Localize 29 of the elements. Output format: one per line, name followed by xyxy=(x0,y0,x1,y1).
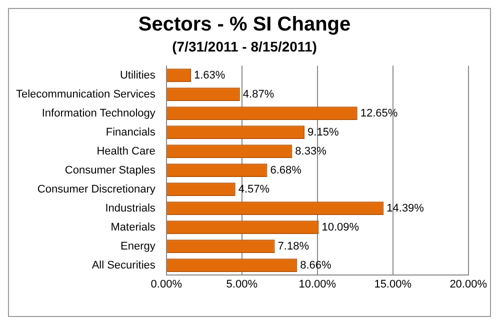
y-tick-label: Consumer Staples xyxy=(64,164,156,176)
x-tick-label: 0.00% xyxy=(150,278,182,290)
data-label: 4.87% xyxy=(242,88,274,100)
data-label: 6.68% xyxy=(270,164,302,176)
y-tick-label: Utilities xyxy=(120,69,156,82)
y-tick-label: Energy xyxy=(120,240,156,252)
chart-subtitle: (7/31/2011 - 8/15/2011) xyxy=(172,38,317,54)
y-tick-label: Information Technology xyxy=(42,107,156,120)
y-tick-label: Financials xyxy=(106,126,156,138)
x-tick-label: 15.00% xyxy=(374,278,412,290)
data-label: 4.57% xyxy=(238,183,270,196)
data-label: 10.09% xyxy=(322,221,360,234)
x-tick-label: 10.00% xyxy=(298,278,336,290)
y-tick-label: Materials xyxy=(110,221,156,234)
y-tick-label: Consumer Discretionary xyxy=(37,183,156,196)
data-label: 12.65% xyxy=(360,107,398,120)
data-label: 9.15% xyxy=(308,126,339,138)
y-tick-label: Telecommunication Services xyxy=(16,88,156,100)
data-label: 8.66% xyxy=(300,259,332,272)
y-tick-label: Health Care xyxy=(96,145,156,158)
chart-title: Sectors - % SI Change xyxy=(138,14,351,36)
data-label: 7.18% xyxy=(278,240,310,252)
y-tick-label: All Securities xyxy=(92,259,156,272)
y-tick-label: Industrials xyxy=(105,202,156,214)
x-tick-label: 20.00% xyxy=(450,278,488,290)
data-label: 8.33% xyxy=(295,145,327,158)
data-label: 14.39% xyxy=(386,202,424,214)
data-label: 1.63% xyxy=(194,69,226,82)
x-tick-label: 5.00% xyxy=(226,278,258,290)
